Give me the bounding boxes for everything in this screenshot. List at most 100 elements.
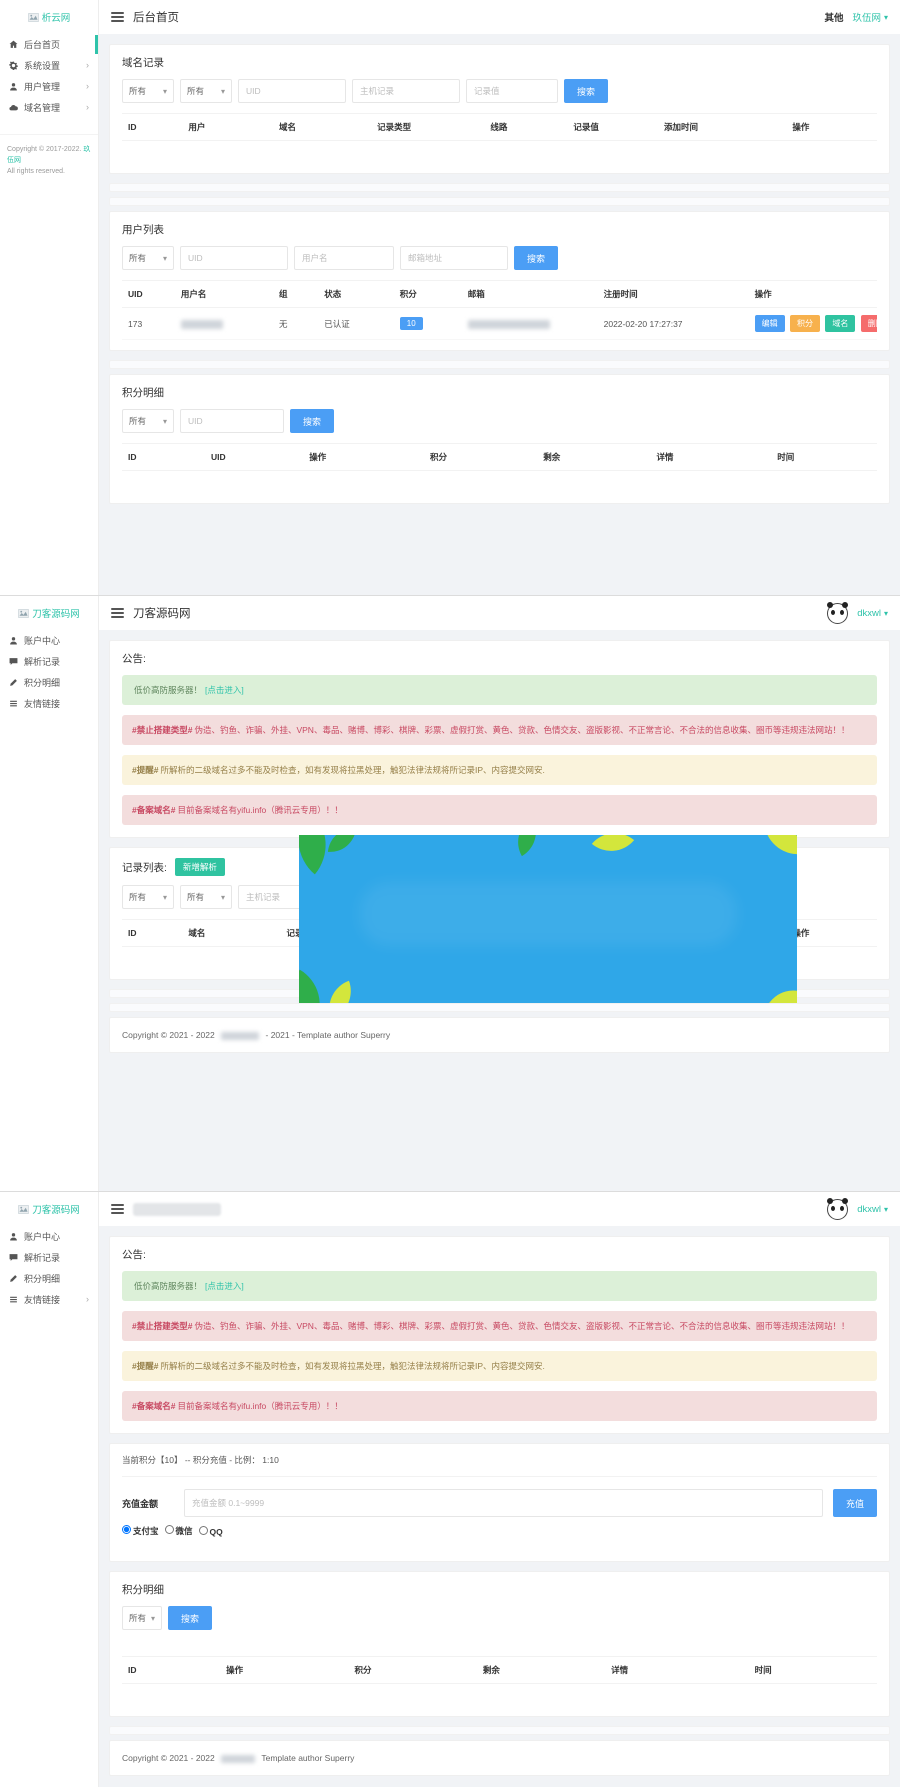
domain-button[interactable]: 域名 [825,315,856,332]
alert-text: 伪造、钓鱼、诈骗、外挂、VPN、毒品、赌博、博彩、棋牌、彩票、虚假打赏、黄色、贷… [194,1321,850,1331]
select-value: 所有 [129,1613,147,1623]
pagination-strip [109,197,890,206]
column-header: 域名 [182,919,281,947]
sidebar-item-records[interactable]: 解析记录 [0,651,98,672]
pay-method-alipay[interactable]: 支付宝 [122,1525,159,1537]
filter-select[interactable]: 所有 [180,79,232,103]
card-title: 域名记录 [122,57,164,69]
amount-input[interactable] [184,1489,823,1517]
column-header: 状态 [318,280,394,308]
sidebar-item-dashboard[interactable]: 后台首页 [0,34,98,55]
column-header: 剩余 [476,1656,606,1684]
cell-actions: 编辑 积分 域名 删除 [748,307,877,340]
filter-select[interactable]: 所有 [122,1606,162,1630]
recharge-main: 公告: 低价高防服务器！ [点击进入] #禁止搭建类型# 伪造、钓鱼、诈骗、外挂、V… [99,1226,900,1787]
filter-select[interactable]: 所有 [122,246,174,270]
alert-bold: #备案域名# [132,1401,176,1411]
uid-input[interactable] [238,79,346,103]
edit-button[interactable]: 编辑 [754,315,785,332]
site-logo[interactable]: 刀客源码网 [0,1192,98,1226]
amount-label: 充值金额 [122,1498,159,1509]
delete-button[interactable]: 删除 [860,315,877,332]
column-header: 时间 [748,1656,877,1684]
sidebar-item-domains[interactable]: 域名管理 [0,97,98,118]
user-menu[interactable]: 玖伍网 [852,10,888,24]
page-footer: Copyright © 2021 - 2022 - 2021 - Templat… [109,1017,890,1053]
copyright-text: Copyright © 2017-2022. [7,146,82,153]
list-icon [10,1296,17,1303]
column-header: 域名 [272,113,372,141]
user-menu[interactable]: dkxwl [857,608,888,619]
pay-method-qq[interactable]: QQ [198,1525,223,1537]
site-logo[interactable]: 刀客源码网 [0,596,98,630]
panda-avatar[interactable] [827,601,849,624]
add-record-button[interactable]: 新增解析 [174,858,225,876]
user-list-table: UID 用户名 组 状态 积分 邮箱 注册时间 操作 173 无 [122,280,877,340]
hamburger-menu-icon[interactable] [111,608,124,618]
announcement-card: 公告: 低价高防服务器！ [点击进入] #禁止搭建类型# 伪造、钓鱼、诈骗、外挂、V… [109,640,890,838]
sidebar-item-points[interactable]: 积分明细 [0,672,98,693]
redacted-page-title [133,1202,221,1216]
search-button[interactable]: 搜索 [290,409,335,433]
caret-down-icon [163,892,167,902]
record-value-input[interactable] [466,79,558,103]
host-record-input[interactable] [352,79,460,103]
uid-input[interactable] [180,246,288,270]
select-value: 所有 [129,253,147,263]
search-button[interactable]: 搜索 [168,1606,213,1630]
panda-avatar[interactable] [827,1197,849,1220]
radio-wechat[interactable] [164,1525,174,1534]
sidebar-item-links[interactable]: 友情链接 [0,693,98,714]
list-icon [10,700,17,707]
sidebar-item-label: 友情链接 [24,1295,61,1305]
radio-alipay[interactable] [122,1525,131,1534]
points-detail-table: ID UID 操作 积分 剩余 详情 时间 [122,443,877,471]
filter-select[interactable]: 所有 [122,885,174,909]
copyright-site-link[interactable]: 玖伍网 [7,146,91,165]
hamburger-menu-icon[interactable] [111,12,124,22]
filter-select[interactable]: 所有 [122,409,174,433]
user-icon [10,637,17,645]
hamburger-menu-icon[interactable] [111,1204,124,1214]
search-button[interactable]: 搜索 [564,79,609,103]
sidebar-item-label: 系统设置 [24,61,61,71]
cell-points: 10 [393,307,462,340]
chevron-right-icon [86,1295,89,1304]
announcement-forbidden: #禁止搭建类型# 伪造、钓鱼、诈骗、外挂、VPN、毒品、赌博、博彩、棋牌、彩票、虚… [122,1311,877,1341]
filter-select[interactable]: 所有 [180,885,232,909]
recharge-button[interactable]: 充值 [832,1489,877,1517]
sidebar-item-links[interactable]: 友情链接 [0,1289,98,1310]
points-button[interactable]: 积分 [789,315,820,332]
pencil-icon [10,679,17,686]
sidebar-item-account[interactable]: 账户中心 [0,630,98,651]
cell-email [461,307,598,340]
email-input[interactable] [400,246,508,270]
select-value: 所有 [129,892,147,902]
pay-method-wechat[interactable]: 微信 [164,1525,193,1537]
sidebar-item-points[interactable]: 积分明细 [0,1268,98,1289]
column-header: 记录类型 [371,113,485,141]
alert-link[interactable]: [点击进入] [205,685,244,695]
sidebar-item-account[interactable]: 账户中心 [0,1226,98,1247]
radio-qq[interactable] [198,1525,208,1535]
announcement-success: 低价高防服务器！ [点击进入] [122,675,877,705]
admin-logo[interactable]: 析云网 [0,0,98,34]
search-button[interactable]: 搜索 [514,246,559,270]
user-menu[interactable]: dkxwl [857,1204,888,1215]
sidebar-item-settings[interactable]: 系统设置 [0,55,98,76]
card-title: 公告: [122,1249,146,1261]
uid-input[interactable] [180,409,284,433]
username-input[interactable] [294,246,394,270]
alert-link[interactable]: [点击进入] [205,1281,244,1291]
watermark [358,882,738,946]
sidebar-item-users[interactable]: 用户管理 [0,76,98,97]
column-header: 线路 [484,113,568,141]
column-header: 积分 [348,1656,477,1684]
leaf-decoration [767,979,797,1003]
alert-text: 目前备案域名有yifu.info（腾讯云专用）！！ [177,1401,343,1411]
pay-method-label: QQ [209,1526,223,1537]
sidebar-item-records[interactable]: 解析记录 [0,1247,98,1268]
column-header: ID [122,919,183,947]
filter-select[interactable]: 所有 [122,79,174,103]
other-link[interactable]: 其他 [824,13,844,24]
